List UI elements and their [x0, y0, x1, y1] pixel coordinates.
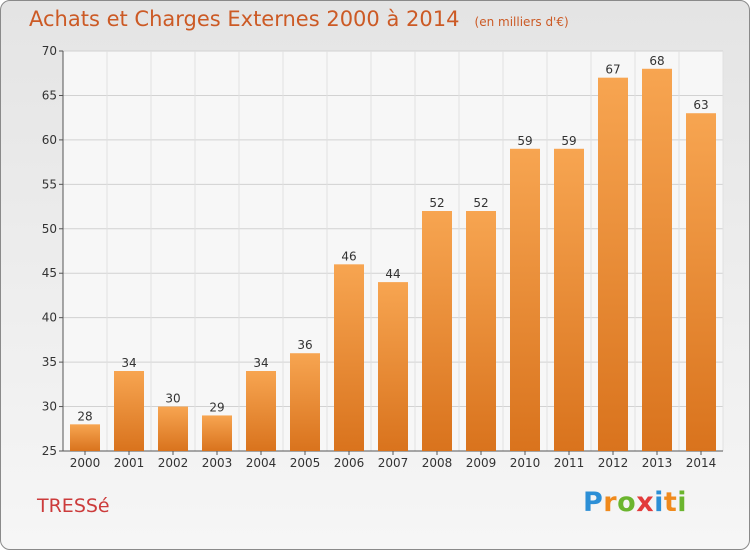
y-tick-label: 30 [42, 400, 57, 414]
x-tick-label: 2002 [158, 456, 189, 470]
y-tick-label: 65 [42, 88, 57, 102]
x-tick-label: 2012 [598, 456, 629, 470]
y-tick-label: 35 [42, 355, 57, 369]
chart-unit-note: (en milliers d'€) [474, 15, 569, 29]
bars [70, 68, 716, 452]
bar-2013 [642, 68, 672, 452]
y-tick-label: 55 [42, 177, 57, 191]
data-label: 28 [77, 409, 92, 423]
data-label: 30 [165, 392, 180, 406]
x-tick-label: 2008 [422, 456, 453, 470]
logo-letter: i [654, 487, 664, 518]
bar-2005 [290, 353, 320, 451]
y-tick-label: 60 [42, 133, 57, 147]
x-tick-label: 2013 [642, 456, 673, 470]
bar-2007 [378, 282, 408, 451]
proxiti-logo: Proxiti [583, 487, 687, 518]
data-label: 67 [605, 63, 620, 77]
y-tick-label: 70 [42, 44, 57, 58]
logo-letter: P [583, 487, 604, 518]
data-label: 46 [341, 249, 356, 263]
data-label: 34 [253, 356, 268, 370]
y-tick-label: 50 [42, 222, 57, 236]
y-tick-label: 25 [42, 444, 57, 458]
bar-2012 [598, 77, 628, 452]
x-tick-label: 2004 [246, 456, 277, 470]
bar-2001 [114, 371, 144, 451]
x-tick-label: 2006 [334, 456, 365, 470]
bar-2008 [422, 211, 452, 451]
bar-2000 [70, 424, 100, 451]
bar-2011 [554, 148, 584, 451]
bar-2006 [334, 264, 364, 451]
x-tick-label: 2009 [466, 456, 497, 470]
data-label: 63 [693, 98, 708, 112]
data-label: 36 [297, 338, 312, 352]
chart-title-row: Achats et Charges Externes 2000 à 2014 (… [29, 7, 569, 31]
logo-letter: i [677, 487, 688, 518]
data-label: 68 [649, 54, 664, 68]
x-tick-label: 2000 [70, 456, 101, 470]
bar-2002 [158, 406, 188, 451]
logo-letter: r [603, 487, 618, 518]
data-label: 29 [209, 400, 224, 414]
axes: 25 30 35 40 45 50 55 60 65 70 2000 2001 2002 2003 2004… [42, 44, 723, 470]
x-tick-label: 2010 [510, 456, 541, 470]
bar-2010 [510, 148, 540, 451]
data-label: 44 [385, 267, 400, 281]
x-tick-label: 2014 [686, 456, 717, 470]
x-tick-label: 2007 [378, 456, 409, 470]
x-tick-label: 2003 [202, 456, 233, 470]
bar-2004 [246, 371, 276, 451]
x-tick-label: 2005 [290, 456, 321, 470]
y-tick-label: 40 [42, 311, 57, 325]
chart-title: Achats et Charges Externes 2000 à 2014 [29, 7, 460, 31]
logo-letter: t [663, 487, 678, 518]
logo-letter: o [617, 487, 637, 518]
data-label: 34 [121, 356, 136, 370]
data-label: 59 [561, 134, 576, 148]
bar-2003 [202, 415, 232, 451]
bar-2009 [466, 211, 496, 451]
data-label: 59 [517, 134, 532, 148]
commune-name: TRESSé [37, 495, 110, 517]
x-tick-label: 2011 [554, 456, 585, 470]
data-label: 52 [429, 196, 444, 210]
logo-letter: x [636, 487, 655, 518]
data-label: 52 [473, 196, 488, 210]
bar-2014 [686, 113, 716, 451]
x-tick-label: 2001 [114, 456, 145, 470]
data-labels: 28 34 30 29 34 36 46 44 52 52 59 59 67 68 63 [77, 54, 708, 424]
y-tick-label: 45 [42, 266, 57, 280]
